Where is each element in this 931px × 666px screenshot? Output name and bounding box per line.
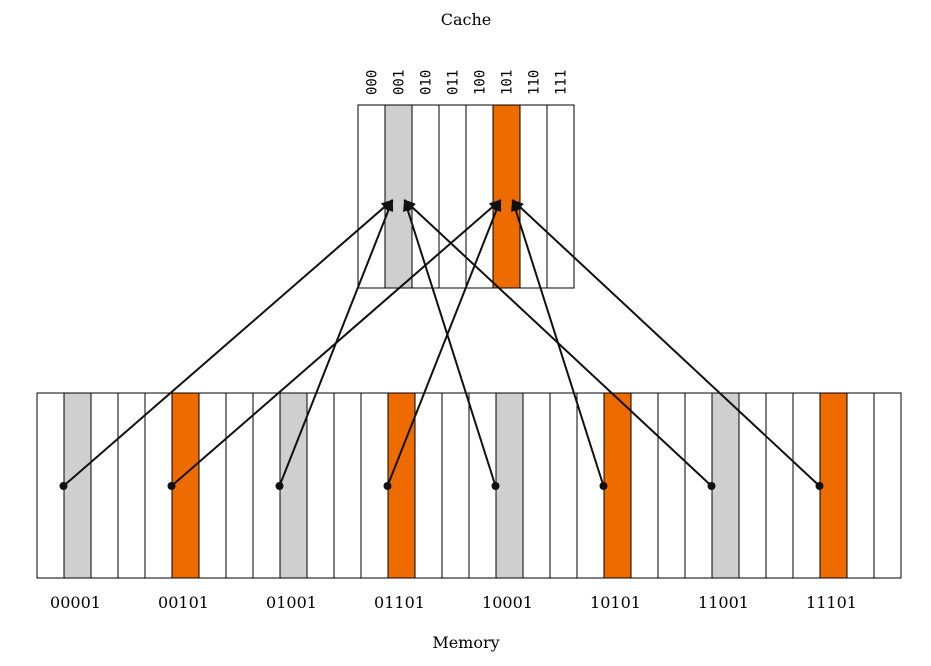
cache-index-label: 100 <box>473 70 489 95</box>
memory-block <box>333 392 362 579</box>
cache-title: Cache <box>441 10 492 29</box>
memory-blocks <box>36 392 902 579</box>
cache-index-label: 101 <box>500 70 516 95</box>
memory-address-label: 11001 <box>698 593 749 612</box>
memory-block <box>117 392 146 579</box>
mapping-arrow <box>403 199 497 487</box>
memory-block <box>279 392 308 579</box>
memory-address-label: 01001 <box>266 593 317 612</box>
memory-block <box>360 392 389 579</box>
memory-address-label: 01101 <box>374 593 425 612</box>
memory-block <box>36 392 65 579</box>
cache-line <box>357 104 386 289</box>
memory-address-label: 10001 <box>482 593 533 612</box>
memory-block <box>576 392 605 579</box>
memory-block <box>684 392 713 579</box>
cache-line <box>411 104 440 289</box>
cache-line <box>519 104 548 289</box>
memory-block <box>306 392 335 579</box>
memory-address-label: 00001 <box>50 593 101 612</box>
cache-lines <box>357 104 575 289</box>
mapping-arrow <box>62 199 394 487</box>
memory-block <box>63 392 92 579</box>
memory-block <box>792 392 821 579</box>
memory-address-labels: 00001 00101 01001 01101 10001 10101 11001 11101 <box>50 593 857 612</box>
mapping-arrows <box>59 199 824 490</box>
memory-block <box>225 392 254 579</box>
cache-index-label: 001 <box>392 70 408 95</box>
memory-block <box>468 392 497 579</box>
memory-block <box>819 392 848 579</box>
memory-block <box>495 392 524 579</box>
memory-block <box>387 392 416 579</box>
memory-block <box>549 392 578 579</box>
cache-index-label: 110 <box>527 70 543 95</box>
memory-block <box>144 392 173 579</box>
cache-line <box>465 104 494 289</box>
memory-block <box>873 392 902 579</box>
memory-address-label: 00101 <box>158 593 209 612</box>
memory-block <box>765 392 794 579</box>
mapping-arrow <box>278 199 394 487</box>
cache-line <box>546 104 575 289</box>
memory-block <box>603 392 632 579</box>
mapping-arrow <box>386 199 502 487</box>
memory-block <box>171 392 200 579</box>
memory-block <box>630 392 659 579</box>
memory-address-label: 10101 <box>590 593 641 612</box>
memory-title: Memory <box>432 633 499 652</box>
cache-line <box>438 104 467 289</box>
memory-block <box>198 392 227 579</box>
memory-block <box>657 392 686 579</box>
mapping-arrow <box>403 199 713 487</box>
memory-block <box>711 392 740 579</box>
memory-block <box>738 392 767 579</box>
memory-block <box>522 392 551 579</box>
memory-block <box>414 392 443 579</box>
cache-index-labels: 000 001 010 011 100 101 110 111 <box>365 70 570 95</box>
memory-block <box>441 392 470 579</box>
cache-index-label: 111 <box>554 70 570 95</box>
memory-block <box>90 392 119 579</box>
cache-index-label: 010 <box>419 70 435 95</box>
memory-block <box>846 392 875 579</box>
cache-index-label: 000 <box>365 70 381 95</box>
memory-address-label: 11101 <box>806 593 857 612</box>
cache-line <box>492 104 521 289</box>
cache-line <box>384 104 413 289</box>
cache-index-label: 011 <box>446 70 462 95</box>
mapping-arrow <box>511 199 821 487</box>
